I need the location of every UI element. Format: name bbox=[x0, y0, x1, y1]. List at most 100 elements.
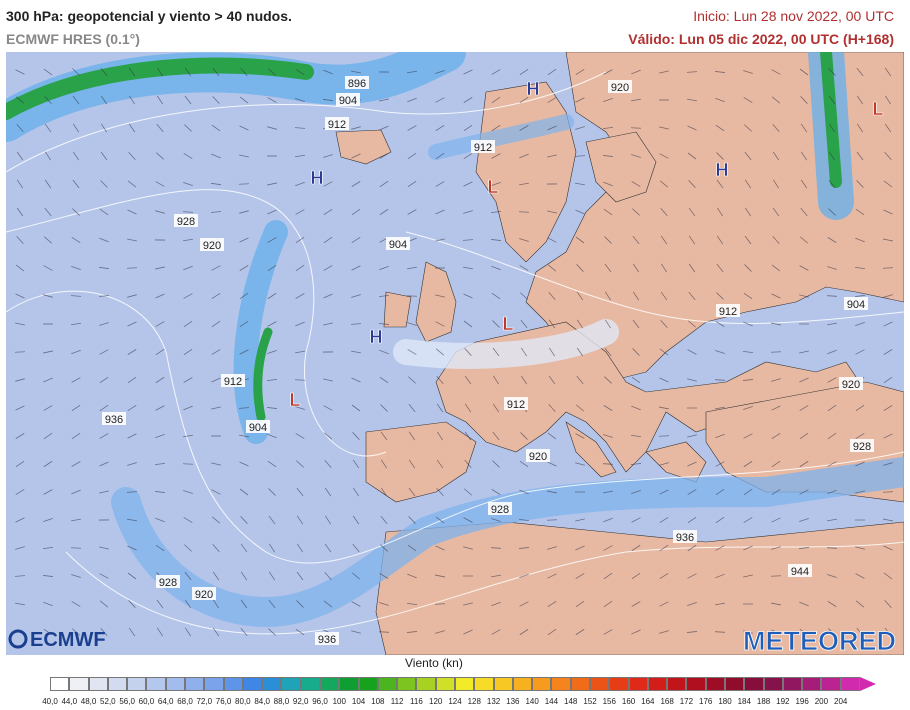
colorbar-label: 76,0 bbox=[215, 697, 232, 706]
wind-arrow bbox=[519, 182, 529, 186]
wind-arrow bbox=[687, 378, 697, 382]
wind-arrow bbox=[128, 151, 136, 161]
wind-arrow bbox=[687, 98, 697, 102]
wind-arrow bbox=[548, 291, 556, 301]
wind-arrow bbox=[604, 291, 612, 301]
contour-label: 904 bbox=[339, 95, 357, 107]
wind-arrow bbox=[295, 264, 305, 272]
wind-arrow bbox=[408, 431, 416, 441]
wind-arrow bbox=[856, 123, 864, 133]
wind-arrow bbox=[212, 571, 220, 581]
wind-arrow bbox=[659, 406, 669, 410]
wind-arrow bbox=[266, 407, 278, 409]
wind-arrow bbox=[407, 97, 417, 103]
wind-arrow bbox=[827, 266, 837, 270]
wind-arrow bbox=[548, 319, 556, 329]
wind-arrow bbox=[44, 207, 52, 217]
wind-arrow bbox=[883, 348, 893, 356]
wind-arrow bbox=[379, 265, 389, 271]
wind-arrow bbox=[603, 208, 613, 216]
wind-arrow bbox=[575, 236, 585, 244]
wind-arrow bbox=[632, 263, 640, 273]
wind-arrow bbox=[462, 239, 474, 241]
wind-arrow bbox=[799, 601, 809, 607]
wind-arrow bbox=[184, 544, 192, 552]
wind-arrow bbox=[798, 547, 810, 549]
wind-arrow bbox=[155, 348, 165, 356]
wind-arrow bbox=[827, 601, 837, 607]
wind-arrow bbox=[687, 489, 697, 495]
wind-arrow bbox=[211, 516, 221, 524]
wind-arrow bbox=[351, 208, 361, 216]
wind-arrow bbox=[435, 516, 445, 524]
wind-arrow bbox=[324, 515, 332, 525]
wind-arrow bbox=[43, 265, 53, 271]
wind-arrow bbox=[408, 459, 416, 469]
wind-arrow bbox=[491, 518, 501, 522]
wind-arrow bbox=[884, 67, 892, 77]
wind-arrow bbox=[407, 322, 417, 326]
wind-arrow bbox=[687, 461, 697, 467]
wind-arrow bbox=[127, 180, 137, 188]
colorbar-label: 192 bbox=[776, 697, 790, 706]
colorbar-label: 156 bbox=[602, 697, 616, 706]
wind-arrow bbox=[492, 431, 500, 441]
wind-arrow bbox=[744, 207, 752, 217]
wind-arrow bbox=[435, 238, 445, 242]
wind-arrow bbox=[772, 236, 780, 244]
colorbar-label: 80,0 bbox=[235, 697, 251, 706]
wind-arrow bbox=[575, 462, 585, 466]
wind-arrow bbox=[127, 321, 137, 327]
contour-label-bg bbox=[504, 397, 528, 410]
colorbar-swatch bbox=[165, 677, 185, 691]
wind-arrow bbox=[602, 126, 614, 130]
wind-arrow bbox=[856, 180, 864, 188]
wind-arrow bbox=[266, 378, 278, 382]
wind-arrow bbox=[743, 97, 753, 103]
colorbar-label: 140 bbox=[525, 697, 539, 706]
wind-arrow bbox=[575, 433, 585, 439]
colorbar-swatch bbox=[339, 677, 359, 691]
wind-arrow bbox=[44, 151, 52, 161]
wind-arrow bbox=[15, 69, 25, 75]
wind-arrow bbox=[240, 67, 248, 77]
wind-arrow bbox=[604, 376, 612, 384]
colorbar-swatch bbox=[223, 677, 243, 691]
wind-arrow bbox=[547, 546, 557, 550]
colorbar-label: 172 bbox=[679, 697, 694, 706]
wind-arrow bbox=[827, 322, 837, 326]
wind-arrow bbox=[799, 489, 809, 495]
colorbar-label: 104 bbox=[351, 697, 366, 706]
wind-arrow bbox=[631, 629, 641, 635]
wind-arrow bbox=[491, 489, 501, 495]
wind-arrow bbox=[575, 518, 585, 522]
wind-arrow bbox=[323, 265, 333, 271]
wind-arrow bbox=[407, 349, 417, 355]
colorbar-label: 92,0 bbox=[292, 697, 309, 706]
wind-arrow bbox=[184, 627, 192, 637]
wind-arrow bbox=[127, 433, 137, 439]
wind-arrow bbox=[71, 404, 81, 412]
colorbar-label: 180 bbox=[718, 697, 732, 706]
wind-arrow bbox=[828, 628, 836, 636]
contour-label: 912 bbox=[224, 376, 242, 388]
wind-arrow bbox=[546, 519, 558, 521]
wind-arrow bbox=[771, 629, 781, 635]
wind-arrow bbox=[182, 211, 194, 213]
wind-arrow bbox=[378, 631, 390, 633]
wind-arrow bbox=[659, 377, 669, 383]
wind-arrow bbox=[630, 434, 642, 438]
wind-arrow bbox=[575, 209, 585, 215]
wind-arrow bbox=[884, 123, 892, 133]
wind-arrow bbox=[715, 516, 725, 524]
subtitle: ECMWF HRES (0.1°) bbox=[6, 31, 140, 47]
wind-arrow bbox=[296, 487, 304, 497]
wind-arrow bbox=[295, 350, 305, 354]
wind-arrow bbox=[351, 630, 361, 634]
wind-arrow bbox=[602, 155, 614, 157]
init-time: Inicio: Lun 28 nov 2022, 00 UTC bbox=[693, 8, 894, 24]
wind-arrow bbox=[323, 322, 333, 326]
wind-arrow bbox=[575, 600, 585, 608]
wind-arrow bbox=[212, 599, 220, 609]
legend-title: Viento (kn) bbox=[405, 656, 463, 670]
